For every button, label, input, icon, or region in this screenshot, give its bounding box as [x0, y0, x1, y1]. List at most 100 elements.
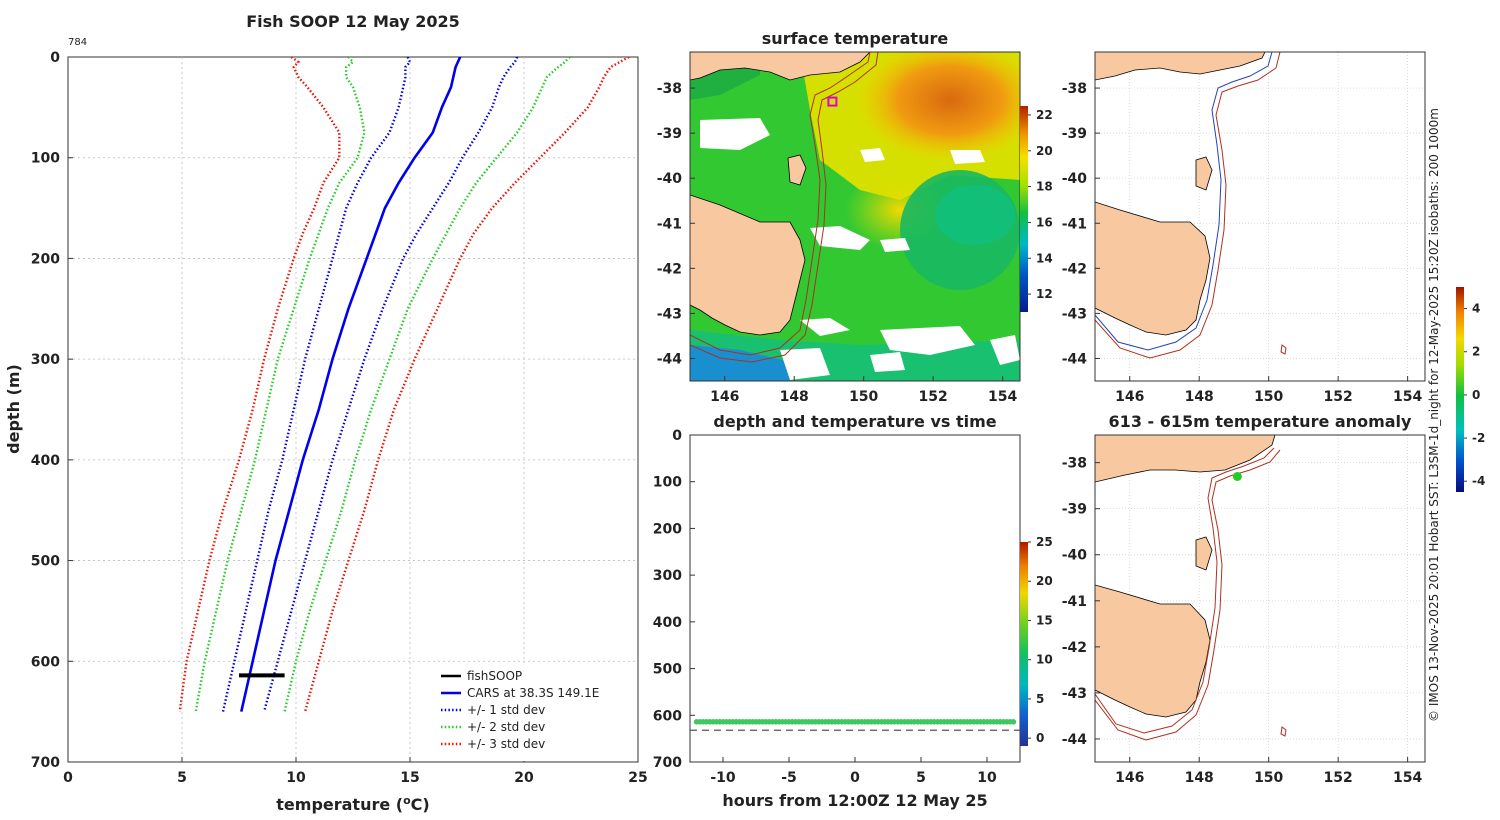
isobath-axes-box — [1094, 51, 1426, 382]
y-tick-label: 300 — [31, 352, 60, 368]
x-tick-label: 0 — [850, 770, 860, 786]
colorbar-label: 20 — [1036, 144, 1053, 158]
profile-title: Fish SOOP 12 May 2025 — [246, 12, 460, 31]
x-tick-label: 25 — [628, 770, 647, 786]
sst-land-tasmania — [690, 194, 806, 336]
sst-title: surface temperature — [762, 29, 949, 48]
colorbar-label: 25 — [1036, 535, 1053, 549]
colorbar-label: 20 — [1036, 574, 1053, 588]
sst-cloud-gaps — [700, 118, 1020, 380]
isobath-land-tasmania — [1095, 201, 1211, 336]
map-lat-label: -44 — [657, 351, 683, 367]
legend-box — [433, 663, 637, 761]
y-tick-label: 0 — [50, 50, 60, 66]
map-lat-label: -38 — [1062, 456, 1087, 472]
y-tick-label: 0 — [672, 428, 682, 444]
map-lon-label: 150 — [849, 389, 878, 405]
map-lon-label: 152 — [1324, 389, 1353, 405]
colorbar-label: 2 — [1472, 345, 1480, 359]
anomaly-map-panel: 613 - 615m temperature anomaly 146 148 150… — [1062, 287, 1485, 786]
map-lat-label: -41 — [657, 216, 682, 232]
colorbar-label: 10 — [1036, 653, 1053, 667]
depth-time-panel: depth and temperature vs time -10 -5 0 5 100… — [653, 412, 1053, 810]
map-lat-label: -39 — [657, 126, 682, 142]
depth-time-xlabel: hours from 12:00Z 12 May 25 — [722, 791, 987, 810]
series-line — [262, 57, 519, 712]
depth-time-title: depth and temperature vs time — [713, 412, 996, 431]
anomaly-colorbar — [1456, 287, 1464, 492]
profile-corner-id: 784 — [68, 37, 87, 48]
x-tick-label: -10 — [710, 770, 736, 786]
colorbar-label: -2 — [1472, 431, 1485, 445]
map-lon-label: 150 — [1254, 389, 1283, 405]
sst-ticks: 146 148 150 152 154 -38 -39 -40 -41 -42 -43 -44 — [657, 81, 1018, 405]
map-lat-label: -40 — [657, 171, 683, 187]
map-lat-label: -43 — [657, 306, 682, 322]
profile-axes-box — [67, 56, 639, 763]
colorbar-label: 12 — [1036, 287, 1053, 301]
colorbar-label: 5 — [1036, 692, 1044, 706]
sst-land-victoria — [690, 52, 871, 81]
side-credit: © IMOS 13-Nov-2025 20:01 Hobart SST: L3S… — [1427, 108, 1441, 722]
sst-land-flinders-island — [787, 154, 807, 186]
map-lon-label: 148 — [1185, 389, 1214, 405]
legend-label: +/- 3 std dev — [467, 737, 545, 751]
sst-cold-water — [690, 345, 790, 381]
x-tick-label: 0 — [63, 770, 73, 786]
anomaly-seamount — [1280, 726, 1287, 737]
fishsoop-point — [1010, 719, 1017, 725]
y-tick-label: 600 — [31, 654, 60, 670]
profile-panel: Fish SOOP 12 May 2025 784 0 5 10 15 20 25 0 100… — [4, 12, 648, 814]
map-lat-label: -38 — [657, 81, 682, 97]
map-lat-label: -39 — [1062, 502, 1087, 518]
legend-label: CARS at 38.3S 149.1E — [467, 686, 599, 700]
colorbar-label: 18 — [1036, 180, 1053, 194]
x-tick-label: 5 — [916, 770, 926, 786]
map-lat-label: -41 — [1062, 216, 1087, 232]
anomaly-ticks: 146 148 150 152 154 -38 -39 -40 -41 -42 -43 -44 — [1062, 456, 1423, 786]
map-lat-label: -44 — [1062, 732, 1088, 748]
map-lon-label: 154 — [988, 389, 1017, 405]
profile-ylabel: depth (m) — [4, 364, 23, 454]
colorbar-label: 16 — [1036, 215, 1053, 229]
map-lat-label: -44 — [1062, 351, 1088, 367]
profile-xlabel: temperature (oC) — [276, 794, 429, 814]
isobath-map-panel: 146 148 150 152 154 -38 -39 -40 -41 -42 -43 -44 — [1062, 51, 1426, 405]
x-tick-label: 15 — [400, 770, 419, 786]
x-tick-label: 10 — [977, 770, 997, 786]
anomaly-axes-box — [1094, 434, 1426, 763]
y-tick-label: 200 — [31, 251, 60, 267]
sst-hot-core — [855, 52, 1020, 162]
colorbar-label: 0 — [1472, 388, 1480, 402]
y-tick-label: 300 — [653, 568, 682, 584]
temp-colorbar-ticks: 0 5 10 15 20 25 — [1028, 535, 1053, 745]
series-line — [221, 57, 412, 712]
profile-grid — [68, 57, 638, 762]
sst-colorbar-ticks: 12 14 16 18 20 22 — [1028, 108, 1053, 301]
anomaly-location-dot — [1232, 472, 1242, 481]
sst-isobath-200 — [690, 52, 879, 363]
y-tick-label: 100 — [653, 475, 682, 491]
map-lat-label: -42 — [1062, 640, 1087, 656]
isobath-land-victoria — [1095, 52, 1266, 81]
profile-ticks: 0 5 10 15 20 25 0 100 200 300 400 500 600 700 — [31, 50, 648, 786]
map-lat-label: -38 — [1062, 81, 1087, 97]
depth-time-series — [690, 719, 1020, 731]
profile-legend: fishSOOP CARS at 38.3S 149.1E +/- 1 std de… — [433, 663, 637, 761]
map-lat-label: -43 — [1062, 686, 1087, 702]
profile-series — [178, 57, 630, 712]
series-line — [178, 57, 341, 712]
map-lat-label: -42 — [657, 261, 682, 277]
isobath-seamount — [1280, 344, 1287, 355]
isobath-land-flinders-island — [1195, 156, 1213, 191]
map-lon-label: 152 — [919, 389, 948, 405]
anomaly-map-image — [1095, 435, 1425, 762]
y-tick-label: 200 — [653, 521, 682, 537]
anomaly-title: 613 - 615m temperature anomaly — [1109, 412, 1412, 431]
map-lat-label: -43 — [1062, 306, 1087, 322]
sst-isobath-1000 — [690, 52, 871, 356]
map-lon-label: 150 — [1254, 770, 1283, 786]
anomaly-land-flinders-island — [1195, 536, 1213, 571]
series-line — [240, 57, 462, 712]
